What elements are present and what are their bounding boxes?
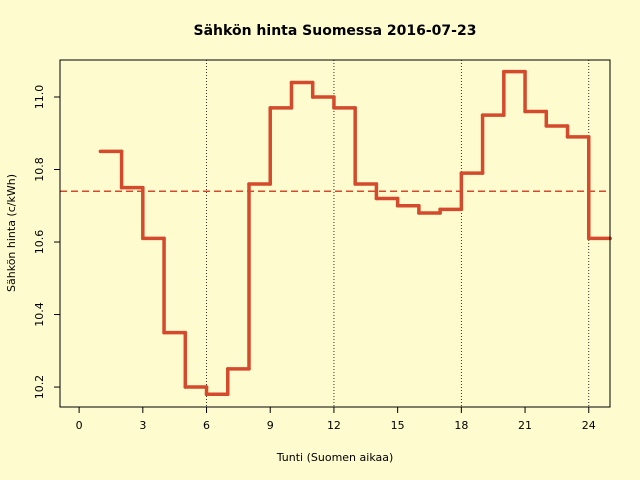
chart-title: Sähkön hinta Suomessa 2016-07-23 bbox=[194, 23, 477, 39]
y-tick-label: 11.0 bbox=[33, 85, 46, 110]
x-tick-label: 15 bbox=[391, 419, 405, 432]
x-axis-label: Tunti (Suomen aikaa) bbox=[276, 451, 394, 464]
x-tick-label: 6 bbox=[203, 419, 210, 432]
x-tick-label: 24 bbox=[582, 419, 596, 432]
x-tick-label: 12 bbox=[327, 419, 341, 432]
y-tick-label: 10.4 bbox=[33, 302, 46, 327]
x-tick-label: 9 bbox=[267, 419, 274, 432]
x-tick-label: 0 bbox=[76, 419, 83, 432]
plot-frame bbox=[59, 59, 611, 408]
y-tick-label: 10.6 bbox=[33, 230, 46, 255]
x-tick-label: 21 bbox=[518, 419, 532, 432]
y-axis-label: Sähkön hinta (c/kWh) bbox=[5, 174, 18, 292]
y-tick-label: 10.2 bbox=[33, 375, 46, 400]
y-tick-label: 10.8 bbox=[33, 157, 46, 182]
x-tick-label: 3 bbox=[139, 419, 146, 432]
x-tick-label: 18 bbox=[454, 419, 468, 432]
